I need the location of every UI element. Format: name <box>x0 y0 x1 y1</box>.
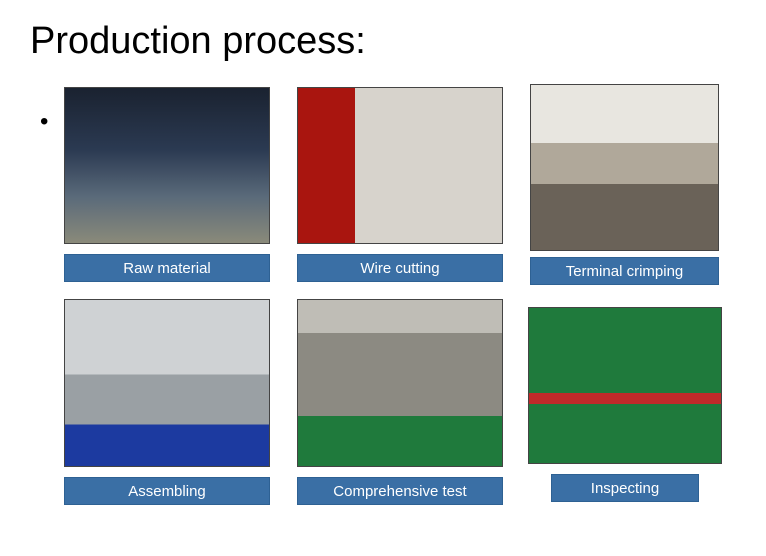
bullet-dot: • <box>40 108 48 136</box>
step-cell: Wire cutting <box>297 87 503 282</box>
step-caption: Raw material <box>64 254 270 282</box>
step-image <box>528 307 722 464</box>
page-title: Production process: <box>30 20 366 63</box>
step-cell: Assembling <box>64 299 270 505</box>
step-cell: Terminal crimping <box>530 84 719 285</box>
step-image <box>297 87 503 244</box>
step-caption: Terminal crimping <box>530 257 719 285</box>
step-caption: Assembling <box>64 477 270 505</box>
step-cell: Comprehensive test <box>297 299 503 505</box>
step-caption: Comprehensive test <box>297 477 503 505</box>
step-image <box>64 299 270 467</box>
step-image <box>530 84 719 251</box>
step-cell: Inspecting <box>528 307 722 502</box>
step-image <box>64 87 270 244</box>
step-cell: Raw material <box>64 87 270 282</box>
step-caption: Inspecting <box>551 474 699 502</box>
step-caption: Wire cutting <box>297 254 503 282</box>
step-image <box>297 299 503 467</box>
